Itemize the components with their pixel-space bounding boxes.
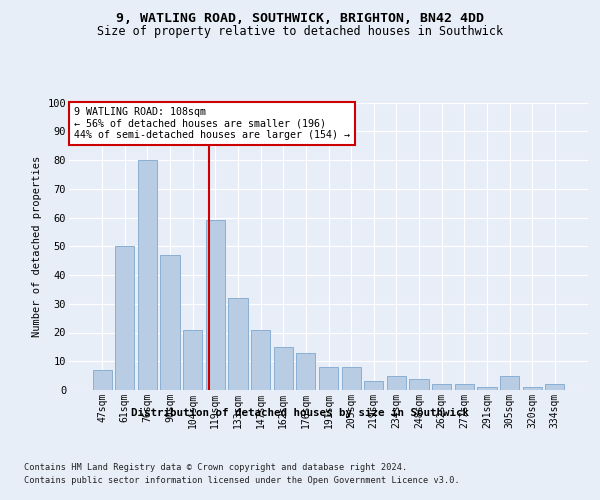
- Text: 9 WATLING ROAD: 108sqm
← 56% of detached houses are smaller (196)
44% of semi-de: 9 WATLING ROAD: 108sqm ← 56% of detached…: [74, 107, 350, 140]
- Bar: [477, 387, 497, 390]
- Text: Size of property relative to detached houses in Southwick: Size of property relative to detached ho…: [97, 25, 503, 38]
- Bar: [500, 376, 519, 390]
- Bar: [341, 367, 361, 390]
- Bar: [274, 347, 293, 390]
- Bar: [296, 352, 316, 390]
- Bar: [364, 382, 383, 390]
- Bar: [523, 387, 542, 390]
- Bar: [319, 367, 338, 390]
- Bar: [455, 384, 474, 390]
- Bar: [432, 384, 451, 390]
- Y-axis label: Number of detached properties: Number of detached properties: [32, 156, 42, 337]
- Bar: [545, 384, 565, 390]
- Bar: [160, 255, 180, 390]
- Bar: [251, 330, 270, 390]
- Bar: [229, 298, 248, 390]
- Bar: [206, 220, 225, 390]
- Bar: [138, 160, 157, 390]
- Text: Contains public sector information licensed under the Open Government Licence v3: Contains public sector information licen…: [24, 476, 460, 485]
- Text: Contains HM Land Registry data © Crown copyright and database right 2024.: Contains HM Land Registry data © Crown c…: [24, 462, 407, 471]
- Bar: [92, 370, 112, 390]
- Bar: [409, 378, 428, 390]
- Bar: [387, 376, 406, 390]
- Bar: [115, 246, 134, 390]
- Text: 9, WATLING ROAD, SOUTHWICK, BRIGHTON, BN42 4DD: 9, WATLING ROAD, SOUTHWICK, BRIGHTON, BN…: [116, 12, 484, 26]
- Bar: [183, 330, 202, 390]
- Text: Distribution of detached houses by size in Southwick: Distribution of detached houses by size …: [131, 408, 469, 418]
